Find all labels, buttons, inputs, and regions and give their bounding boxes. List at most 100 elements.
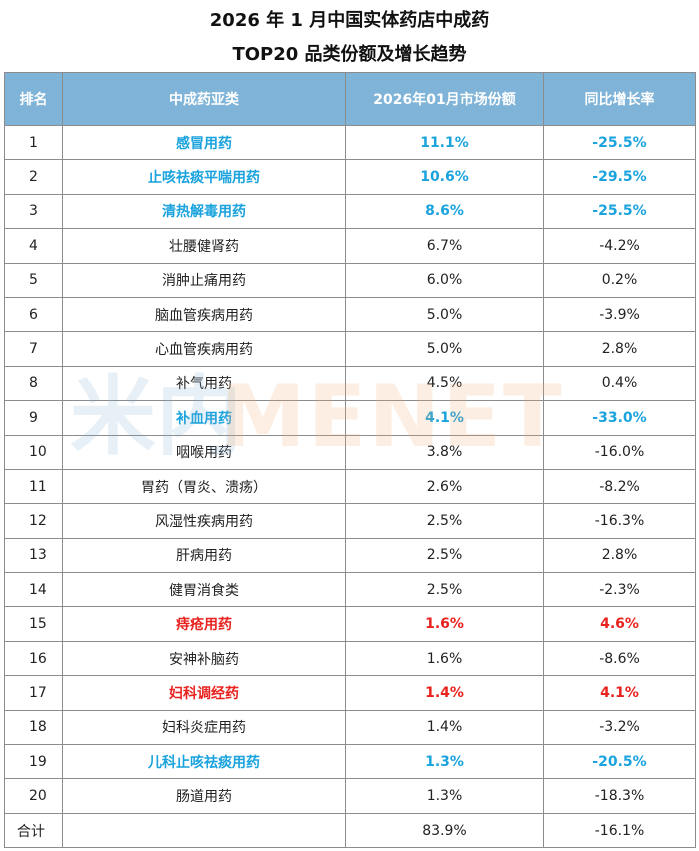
share-cell: 1.6% — [345, 640, 544, 677]
table-row: 5 消肿止痛用药 6.0% 0.2% — [4, 262, 696, 298]
table-row: 14 健胃消食类 2.5% -2.3% — [4, 572, 696, 608]
header-row: 排名 中成药亚类 2026年01月市场份额 同比增长率 — [4, 72, 696, 126]
table-row: 9 补血用药 4.1% -33.0% — [4, 400, 696, 436]
category-cell: 补血用药 — [62, 400, 346, 436]
rank-cell: 4 — [4, 228, 63, 264]
share-cell: 1.4% — [345, 675, 544, 711]
share-cell: 6.7% — [345, 228, 544, 264]
table-row: 18 妇科炎症用药 1.4% -3.2% — [4, 709, 696, 746]
rank-cell: 1 — [4, 124, 63, 161]
share-cell: 2.6% — [345, 468, 544, 505]
category-cell: 胃药（胃炎、溃疡） — [62, 468, 346, 505]
rank-cell: 6 — [4, 296, 63, 333]
share-cell: 11.1% — [345, 124, 544, 161]
growth-cell: -3.2% — [543, 709, 696, 746]
table-row: 11 胃药（胃炎、溃疡） 2.6% -8.2% — [4, 468, 696, 505]
share-cell: 1.6% — [345, 606, 544, 642]
chart-subtitle: TOP20 品类份额及增长趋势 — [232, 44, 467, 65]
table-row: 1 感冒用药 11.1% -25.5% — [4, 124, 696, 161]
category-cell: 妇科调经药 — [62, 675, 346, 711]
category-cell: 消肿止痛用药 — [62, 262, 346, 298]
share-cell: 4.5% — [345, 365, 544, 402]
category-cell: 脑血管疾病用药 — [62, 296, 346, 333]
growth-cell: -25.5% — [543, 124, 696, 161]
share-cell: 2.5% — [345, 503, 544, 539]
table-row: 15 痔疮用药 1.6% 4.6% — [4, 606, 696, 642]
category-cell: 感冒用药 — [62, 124, 346, 161]
header-rank: 排名 — [4, 72, 63, 126]
share-cell: 10.6% — [345, 159, 544, 195]
table-row: 12 风湿性疾病用药 2.5% -16.3% — [4, 503, 696, 539]
table-row: 6 脑血管疾病用药 5.0% -3.9% — [4, 296, 696, 333]
rank-cell: 11 — [4, 468, 63, 505]
rank-cell: 13 — [4, 537, 63, 574]
table-row: 20 肠道用药 1.3% -18.3% — [4, 778, 696, 814]
category-cell: 心血管疾病用药 — [62, 331, 346, 367]
share-table: 排名 中成药亚类 2026年01月市场份额 同比增长率 1 感冒用药 11.1% -2… — [4, 72, 696, 849]
growth-cell: -20.5% — [543, 744, 696, 780]
rank-cell: 7 — [4, 331, 63, 367]
growth-cell: -29.5% — [543, 159, 696, 195]
rank-cell: 19 — [4, 744, 63, 780]
table-row: 16 安神补脑药 1.6% -8.6% — [4, 640, 696, 677]
category-cell: 止咳祛痰平喘用药 — [62, 159, 346, 195]
share-cell: 2.5% — [345, 572, 544, 608]
table-row: 7 心血管疾病用药 5.0% 2.8% — [4, 331, 696, 367]
rank-cell: 3 — [4, 193, 63, 230]
growth-cell: -25.5% — [543, 193, 696, 230]
growth-cell: -2.3% — [543, 572, 696, 608]
share-cell: 3.8% — [345, 434, 544, 470]
growth-cell: -33.0% — [543, 400, 696, 436]
total-label: 合计 — [4, 812, 63, 849]
rank-cell: 14 — [4, 572, 63, 608]
rank-cell: 12 — [4, 503, 63, 539]
category-cell: 儿科止咳祛痰用药 — [62, 744, 346, 780]
table-row: 3 清热解毒用药 8.6% -25.5% — [4, 193, 696, 230]
rank-cell: 9 — [4, 400, 63, 436]
category-cell: 咽喉用药 — [62, 434, 346, 470]
category-cell: 痔疮用药 — [62, 606, 346, 642]
growth-cell: 2.8% — [543, 537, 696, 574]
share-cell: 1.3% — [345, 778, 544, 814]
rank-cell: 8 — [4, 365, 63, 402]
share-cell: 5.0% — [345, 331, 544, 367]
table-row: 10 咽喉用药 3.8% -16.0% — [4, 434, 696, 470]
growth-cell: -8.2% — [543, 468, 696, 505]
share-cell: 4.1% — [345, 400, 544, 436]
rank-cell: 10 — [4, 434, 63, 470]
share-cell: 6.0% — [345, 262, 544, 298]
table-row: 2 止咳祛痰平喘用药 10.6% -29.5% — [4, 159, 696, 195]
growth-cell: 2.8% — [543, 331, 696, 367]
category-cell: 壮腰健肾药 — [62, 228, 346, 264]
share-cell: 8.6% — [345, 193, 544, 230]
share-cell: 5.0% — [345, 296, 544, 333]
share-cell: 2.5% — [345, 537, 544, 574]
growth-cell: -16.3% — [543, 503, 696, 539]
rank-cell: 2 — [4, 159, 63, 195]
total-growth: -16.1% — [543, 812, 696, 849]
growth-cell: 0.4% — [543, 365, 696, 402]
category-cell: 安神补脑药 — [62, 640, 346, 677]
growth-cell: -8.6% — [543, 640, 696, 677]
growth-cell: 0.2% — [543, 262, 696, 298]
category-cell: 肝病用药 — [62, 537, 346, 574]
growth-cell: -16.0% — [543, 434, 696, 470]
share-cell: 1.4% — [345, 709, 544, 746]
rank-cell: 18 — [4, 709, 63, 746]
growth-cell: -4.2% — [543, 228, 696, 264]
rank-cell: 5 — [4, 262, 63, 298]
growth-cell: 4.1% — [543, 675, 696, 711]
total-category — [62, 812, 346, 849]
growth-cell: -3.9% — [543, 296, 696, 333]
category-cell: 肠道用药 — [62, 778, 346, 814]
rank-cell: 16 — [4, 640, 63, 677]
header-share: 2026年01月市场份额 — [345, 72, 544, 126]
header-category: 中成药亚类 — [62, 72, 346, 126]
share-cell: 1.3% — [345, 744, 544, 780]
chart-title: 2026 年 1 月中国实体药店中成药 — [209, 10, 490, 31]
total-row: 合计 83.9% -16.1% — [4, 812, 696, 849]
category-cell: 妇科炎症用药 — [62, 709, 346, 746]
category-cell: 风湿性疾病用药 — [62, 503, 346, 539]
table-row: 17 妇科调经药 1.4% 4.1% — [4, 675, 696, 711]
table-body: 1 感冒用药 11.1% -25.5% 2 止咳祛痰平喘用药 10.6% -29.5% 3 清热解… — [4, 124, 696, 814]
